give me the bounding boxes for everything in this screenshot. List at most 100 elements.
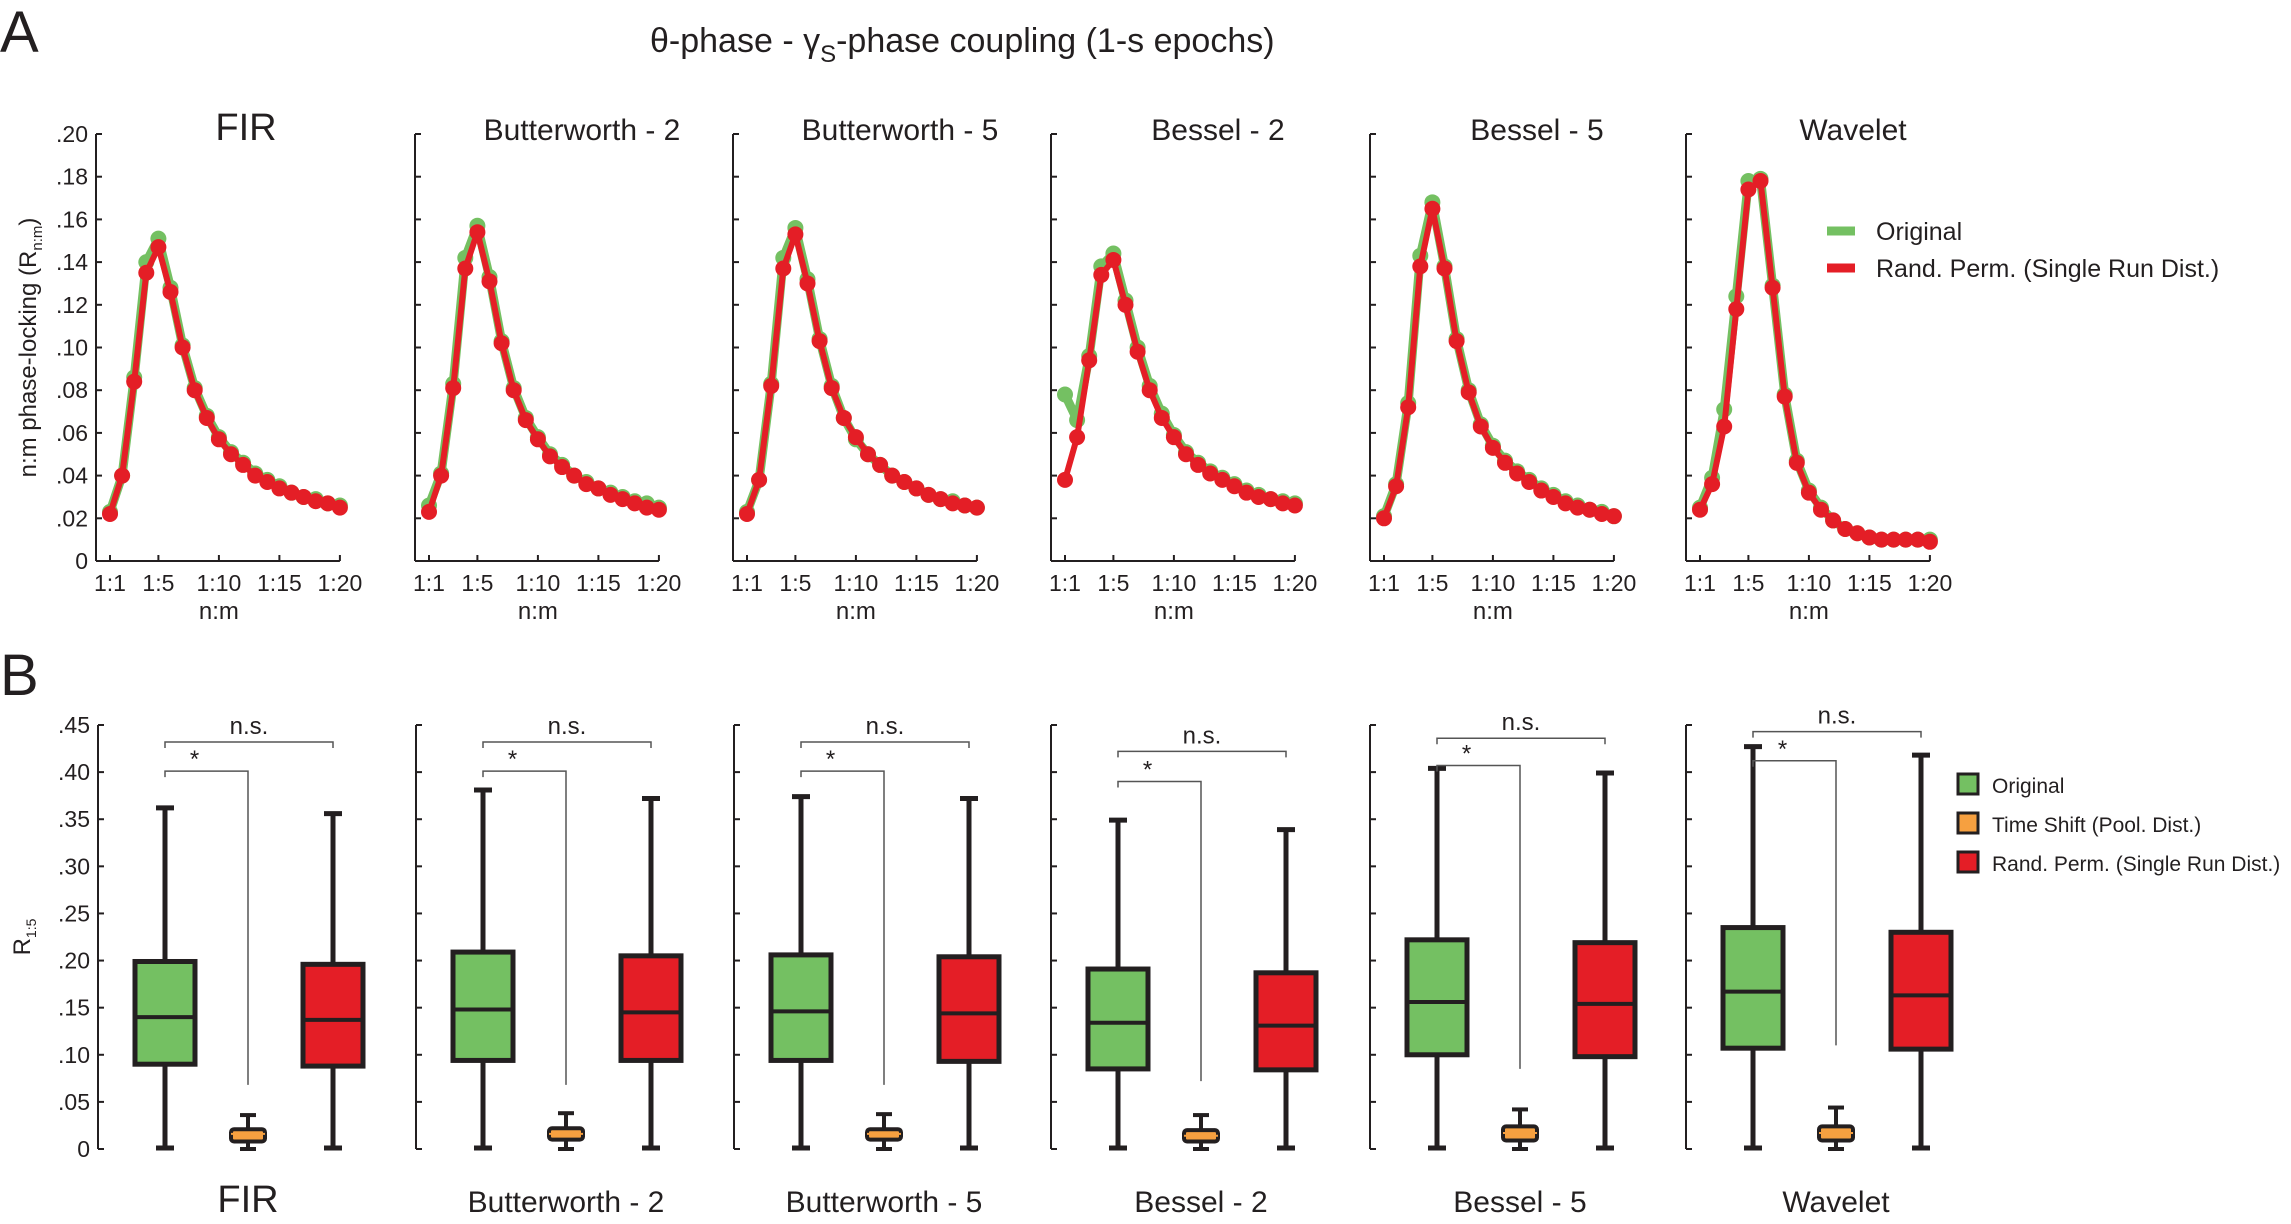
- ns-bracket: [164, 741, 334, 748]
- data-point-rand-perm: [1873, 531, 1890, 548]
- data-point-rand-perm: [614, 491, 631, 508]
- x-tick-label: 1:5: [461, 570, 493, 596]
- data-point-rand-perm: [150, 239, 167, 256]
- panel-title: Wavelet: [1799, 114, 1907, 147]
- data-point-rand-perm: [1400, 399, 1417, 416]
- x-tick-label: 1:1: [1049, 570, 1081, 596]
- legend-label-rand-perm: Rand. Perm. (Single Run Dist.): [1992, 853, 2280, 876]
- ns-bracket: [800, 741, 970, 748]
- y-tick-label: .45: [58, 712, 90, 738]
- x-tick-label: 1:5: [1097, 570, 1129, 596]
- x-tick-label: 1:1: [94, 570, 126, 596]
- y-axis-label: R1:5: [9, 918, 39, 955]
- ns-bracket: [1117, 750, 1287, 758]
- data-point-rand-perm: [271, 480, 288, 497]
- box-original: [1720, 925, 1786, 1051]
- series-line-rand-perm: [107, 244, 341, 515]
- data-point-rand-perm: [1460, 384, 1477, 401]
- y-tick-label: .10: [58, 1042, 90, 1068]
- sig-bracket: [1117, 780, 1202, 1082]
- data-point-rand-perm: [872, 456, 889, 473]
- data-point-rand-perm: [126, 373, 143, 390]
- panel-title: Butterworth - 2: [484, 114, 681, 147]
- x-axis-label: n:m: [518, 598, 558, 625]
- data-point-rand-perm: [1521, 474, 1538, 491]
- title-suffix: -phase coupling (1-s epochs): [836, 22, 1274, 60]
- data-point-rand-perm: [1141, 382, 1158, 399]
- data-point-rand-perm: [457, 260, 474, 277]
- data-point-rand-perm: [1704, 476, 1721, 493]
- panel-label-a: A: [0, 0, 39, 65]
- data-point-rand-perm: [1105, 251, 1122, 268]
- data-point-rand-perm: [1250, 488, 1267, 505]
- x-tick-label: 1:1: [731, 570, 763, 596]
- box-plot-butterworth-5: n.s. * Butterworth - 5: [733, 713, 1002, 1219]
- sig-label: *: [826, 746, 835, 773]
- x-tick-label: 1:1: [1368, 570, 1400, 596]
- data-point-rand-perm: [1764, 279, 1781, 296]
- data-point-rand-perm: [210, 431, 227, 448]
- y-tick-label: .18: [56, 164, 88, 190]
- series-line-rand-perm: [744, 231, 978, 516]
- box-rand-perm: [1253, 970, 1319, 1073]
- data-point-rand-perm: [1692, 501, 1708, 518]
- data-point-rand-perm: [847, 429, 864, 446]
- sig-bracket: [800, 770, 885, 1085]
- box-original: [132, 958, 198, 1067]
- data-point-rand-perm: [1581, 501, 1598, 518]
- legend-label-original: Original: [1992, 775, 2064, 798]
- y-tick-label: .08: [56, 377, 88, 403]
- data-point-rand-perm: [445, 380, 462, 397]
- data-point-rand-perm: [1752, 172, 1769, 189]
- data-point-rand-perm: [787, 226, 804, 243]
- panel-title: Butterworth - 5: [802, 114, 999, 147]
- ns-bracket: [1752, 730, 1922, 738]
- panel-title: Bessel - 2: [1134, 1186, 1267, 1219]
- x-tick-label: 1:10: [1152, 570, 1197, 596]
- data-point-rand-perm: [1129, 343, 1146, 360]
- sig-label: *: [190, 746, 199, 773]
- data-point-rand-perm: [1436, 260, 1453, 277]
- y-axis-label-sub: n:m: [29, 226, 46, 251]
- data-point-rand-perm: [835, 409, 852, 426]
- x-tick-label: 1:20: [1908, 570, 1953, 596]
- data-point-rand-perm: [1593, 506, 1610, 523]
- box-original: [1404, 937, 1470, 1058]
- x-tick-label: 1:10: [1471, 570, 1516, 596]
- data-point-rand-perm: [1885, 531, 1902, 548]
- y-tick-label: .30: [58, 853, 90, 879]
- data-point-rand-perm: [799, 275, 816, 292]
- y-tick-label: 0: [75, 548, 88, 574]
- panel-title: Butterworth - 5: [786, 1186, 983, 1219]
- data-point-rand-perm: [247, 467, 264, 484]
- panel-title: Bessel - 5: [1453, 1186, 1586, 1219]
- data-point-rand-perm: [1081, 352, 1098, 369]
- data-point-rand-perm: [1509, 465, 1526, 482]
- ns-label: n.s.: [1818, 703, 1857, 730]
- legend-label-rand-perm: Rand. Perm. (Single Run Dist.): [1876, 255, 2219, 283]
- sig-bracket: [1752, 760, 1837, 1046]
- ns-label: n.s.: [1183, 722, 1222, 749]
- box-original: [450, 949, 516, 1063]
- y-tick-label: .15: [58, 995, 90, 1021]
- panel-title: Bessel - 2: [1151, 114, 1284, 147]
- data-point-rand-perm: [1472, 418, 1489, 435]
- data-point-rand-perm: [1545, 488, 1562, 505]
- data-point-rand-perm: [1057, 471, 1073, 488]
- x-tick-label: 1:20: [318, 570, 363, 596]
- ns-label: n.s.: [866, 713, 905, 740]
- data-point-rand-perm: [283, 484, 300, 501]
- legend-b: Original Time Shift (Pool. Dist.) Rand. …: [1956, 772, 2280, 876]
- data-point-rand-perm: [331, 499, 348, 516]
- data-point-rand-perm: [1286, 497, 1303, 514]
- data-point-rand-perm: [650, 501, 667, 518]
- x-axis-label: n:m: [836, 598, 876, 625]
- data-point-rand-perm: [469, 224, 486, 241]
- y-tick-label: .05: [58, 1089, 90, 1115]
- data-point-rand-perm: [1825, 512, 1842, 529]
- x-tick-label: 1:20: [637, 570, 682, 596]
- legend-label-original: Original: [1876, 218, 1962, 246]
- panel-title: Butterworth - 2: [468, 1186, 665, 1219]
- x-tick-label: 1:5: [142, 570, 174, 596]
- figure-title: θ-phase - γS-phase coupling (1-s epochs): [650, 22, 1275, 68]
